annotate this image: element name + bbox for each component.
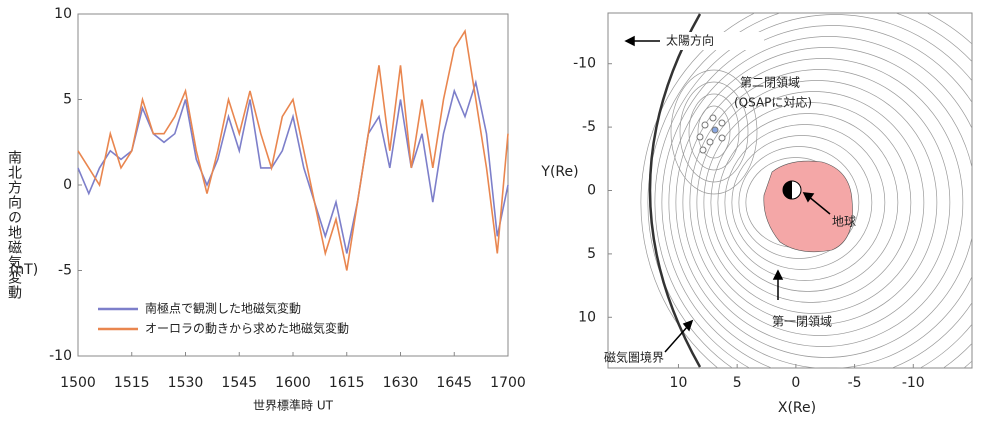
legend-label: オーロラの動きから求めた地磁気変動	[145, 321, 349, 336]
y-tick-label: -5	[582, 119, 596, 135]
legend-label: 南極点で観測した地磁気変動	[145, 301, 301, 316]
series-line	[78, 31, 508, 270]
x-tick-label: 5	[733, 375, 742, 391]
y-axis-unit: (nT)	[10, 262, 38, 278]
x-tick-label: 1600	[275, 375, 311, 391]
annotation: 磁気圏境界	[604, 350, 664, 365]
x-tick-label: 1530	[168, 375, 204, 391]
x-tick-label: 10	[670, 375, 688, 391]
x-tick-label: -5	[848, 375, 862, 391]
series-line	[78, 82, 508, 253]
x-axis-label: X(Re)	[778, 400, 816, 416]
x-tick-label: 0	[791, 375, 800, 391]
annotation: (QSAPに対応)	[734, 96, 812, 110]
x-tick-label: -10	[902, 375, 925, 391]
y-tick-label: -10	[573, 56, 596, 72]
y-axis-label: Y(Re)	[540, 164, 578, 180]
figure: 南北方向の地磁気変動 (nT) 世界標準時 UT Y(Re) X(Re) -10…	[0, 0, 986, 418]
x-tick-label: 1630	[383, 375, 419, 391]
y-tick-label: 5	[63, 92, 72, 108]
x-tick-label: 1645	[436, 375, 472, 391]
annotation: 第二閉領域	[740, 75, 800, 90]
x-axis-label: 世界標準時 UT	[253, 398, 334, 413]
y-tick-label: -10	[49, 348, 72, 364]
y-tick-label: 10	[54, 6, 72, 22]
x-tick-label: 1545	[221, 375, 257, 391]
x-tick-label: 1515	[114, 375, 150, 391]
y-tick-label: 0	[587, 183, 596, 199]
y-tick-label: 0	[63, 177, 72, 193]
x-tick-label: 1615	[329, 375, 365, 391]
y-tick-label: 10	[578, 309, 596, 325]
x-tick-label: 1500	[60, 375, 96, 391]
annotation: 太陽方向	[666, 33, 714, 48]
annotation: 第一閉領域	[772, 314, 832, 329]
x-tick-label: 1700	[490, 375, 526, 391]
earth-region	[764, 161, 853, 252]
annotation: 地球	[832, 215, 856, 229]
y-tick-label: 5	[587, 246, 596, 262]
y-tick-label: -5	[58, 263, 72, 279]
